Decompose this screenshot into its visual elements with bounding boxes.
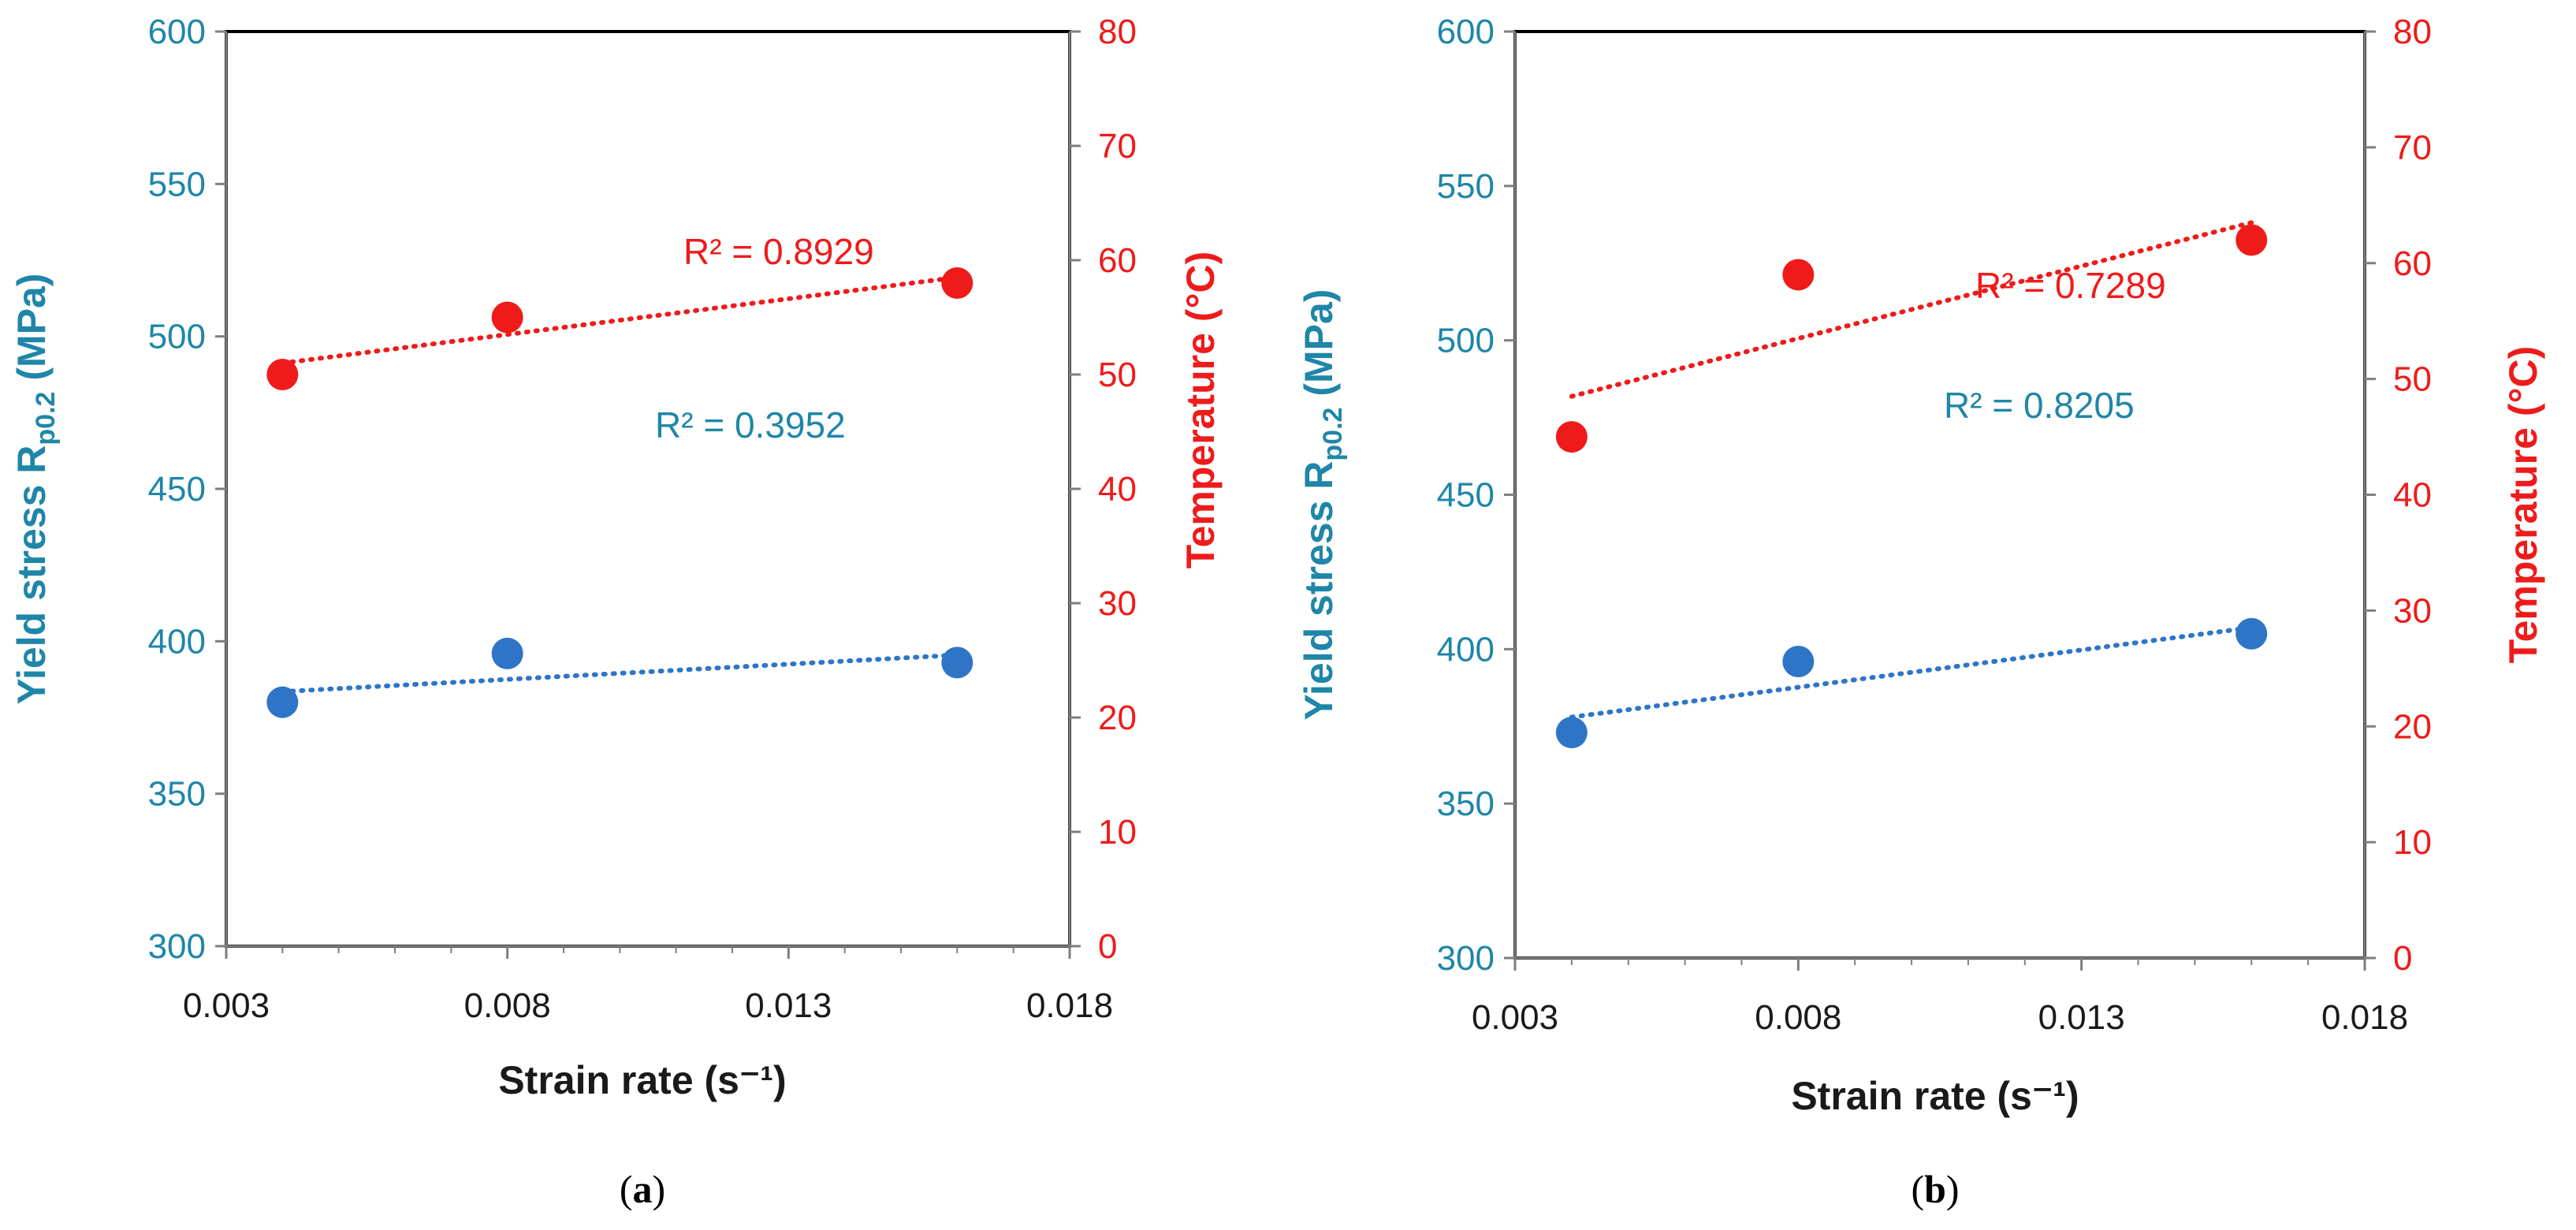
yield-point bbox=[2235, 617, 2268, 650]
x-axis-title: Strain rate (s⁻¹) bbox=[1791, 1074, 2079, 1118]
y-axis-right-title: Temperature (°C) bbox=[1178, 252, 1223, 568]
y-right-tick-label: 60 bbox=[2393, 244, 2432, 283]
y-axis-left-title-unit: (MPa) bbox=[1297, 289, 1341, 408]
y-axis-left-title-sub: p0.2 bbox=[31, 392, 61, 445]
y-axis-left-title: Yield stress Rp0.2 (MPa) bbox=[9, 274, 61, 705]
x-tick-label: 0.008 bbox=[464, 986, 551, 1025]
x-tick-label: 0.018 bbox=[2321, 998, 2408, 1037]
y-left-tick-label: 350 bbox=[148, 775, 206, 814]
y-right-tick-label: 40 bbox=[1098, 470, 1137, 509]
y-right-tick-label: 0 bbox=[2393, 939, 2412, 978]
temp-point bbox=[2235, 224, 2268, 256]
y-right-tick-label: 50 bbox=[1098, 356, 1137, 394]
y-right-tick-label: 30 bbox=[1098, 584, 1137, 623]
panel-label: (b) bbox=[1911, 1167, 1959, 1211]
data-marks bbox=[1555, 220, 2268, 749]
y-right-tick-label: 60 bbox=[1098, 241, 1137, 280]
y-right-tick-label: 70 bbox=[1098, 127, 1137, 166]
panel-letter: b bbox=[1924, 1167, 1946, 1211]
x-axis: 0.003 0.008 0.013 0.018 bbox=[1472, 956, 2408, 1037]
r2-yield-label: R² = 0.8205 bbox=[1944, 385, 2135, 426]
y-right-tick-label: 70 bbox=[2393, 129, 2432, 167]
yield-point bbox=[1782, 646, 1815, 677]
y-right-tick-label: 30 bbox=[2393, 591, 2432, 630]
y-axis-left-title-main: Yield stress R bbox=[9, 445, 54, 705]
y-axis-left-title-main: Yield stress R bbox=[1297, 461, 1341, 721]
yield-point bbox=[941, 647, 973, 679]
temp-trendline bbox=[1569, 220, 2254, 399]
y-left-tick-label: 600 bbox=[1437, 13, 1495, 51]
x-tick-label: 0.013 bbox=[745, 986, 832, 1025]
yield-trendline bbox=[280, 652, 960, 695]
y-left-tick-label: 600 bbox=[148, 13, 206, 51]
x-axis-title: Strain rate (s⁻¹) bbox=[498, 1058, 786, 1102]
y-right-tick-label: 20 bbox=[2393, 707, 2432, 746]
data-marks bbox=[266, 267, 973, 718]
y-axis-left-title: Yield stress Rp0.2 (MPa) bbox=[1297, 289, 1348, 721]
temp-point bbox=[941, 267, 973, 299]
x-tick-label: 0.008 bbox=[1755, 998, 1841, 1037]
r2-temp-label: R² = 0.7289 bbox=[1975, 265, 2166, 306]
temp-point bbox=[266, 359, 299, 390]
panel-letter: a bbox=[633, 1167, 653, 1211]
y-right-tick-label: 80 bbox=[2393, 13, 2432, 51]
y-right-tick-label: 40 bbox=[2393, 476, 2432, 515]
y-left-tick-label: 450 bbox=[1437, 476, 1495, 515]
temp-point bbox=[491, 301, 523, 334]
y-right-tick-label: 20 bbox=[1098, 699, 1137, 737]
yield-point bbox=[491, 637, 523, 669]
y-right-tick-label: 10 bbox=[2393, 823, 2432, 862]
right-axis: 0 10 20 30 40 50 60 70 80 bbox=[1068, 13, 1137, 966]
y-right-tick-label: 10 bbox=[1098, 813, 1137, 852]
yield-point bbox=[266, 686, 299, 718]
y-axis-left-title-unit: (MPa) bbox=[9, 274, 54, 392]
temp-point bbox=[1782, 259, 1815, 291]
y-left-tick-label: 500 bbox=[148, 318, 206, 356]
plot-frame bbox=[225, 30, 1071, 948]
r2-yield-label: R² = 0.3952 bbox=[655, 404, 846, 445]
x-axis: 0.003 0.008 0.013 0.018 bbox=[183, 945, 1113, 1025]
y-left-tick-label: 300 bbox=[148, 927, 206, 966]
temp-point bbox=[1555, 421, 1588, 453]
yield-point bbox=[1555, 717, 1588, 749]
x-tick-label: 0.018 bbox=[1026, 986, 1113, 1025]
y-left-tick-label: 300 bbox=[1437, 939, 1495, 978]
left-axis: 300 350 400 450 500 550 600 bbox=[148, 13, 228, 966]
plot-frame bbox=[1513, 30, 2366, 960]
r2-temp-label: R² = 0.8929 bbox=[683, 231, 874, 272]
panel-label: (a) bbox=[620, 1167, 665, 1211]
y-right-tick-label: 0 bbox=[1098, 927, 1117, 966]
temp-trendline bbox=[280, 274, 960, 366]
left-axis: 300 350 400 450 500 550 600 bbox=[1437, 13, 1517, 978]
yield-trendline bbox=[1569, 624, 2254, 720]
y-left-tick-label: 550 bbox=[148, 165, 206, 203]
y-right-tick-label: 50 bbox=[2393, 360, 2432, 399]
y-left-tick-label: 500 bbox=[1437, 322, 1495, 360]
right-axis: 0 10 20 30 40 50 60 70 80 bbox=[2363, 13, 2432, 978]
y-left-tick-label: 350 bbox=[1437, 785, 1495, 823]
x-tick-label: 0.003 bbox=[183, 986, 270, 1025]
y-left-tick-label: 400 bbox=[1437, 630, 1495, 669]
y-left-tick-label: 450 bbox=[148, 470, 206, 509]
x-tick-label: 0.003 bbox=[1472, 998, 1558, 1037]
y-left-tick-label: 550 bbox=[1437, 167, 1495, 206]
x-tick-label: 0.013 bbox=[2038, 998, 2125, 1037]
y-left-tick-label: 400 bbox=[148, 622, 206, 661]
y-axis-left-title-sub: p0.2 bbox=[1318, 408, 1348, 461]
y-axis-right-title: Temperature (°C) bbox=[2501, 346, 2545, 663]
y-right-tick-label: 80 bbox=[1098, 13, 1137, 51]
